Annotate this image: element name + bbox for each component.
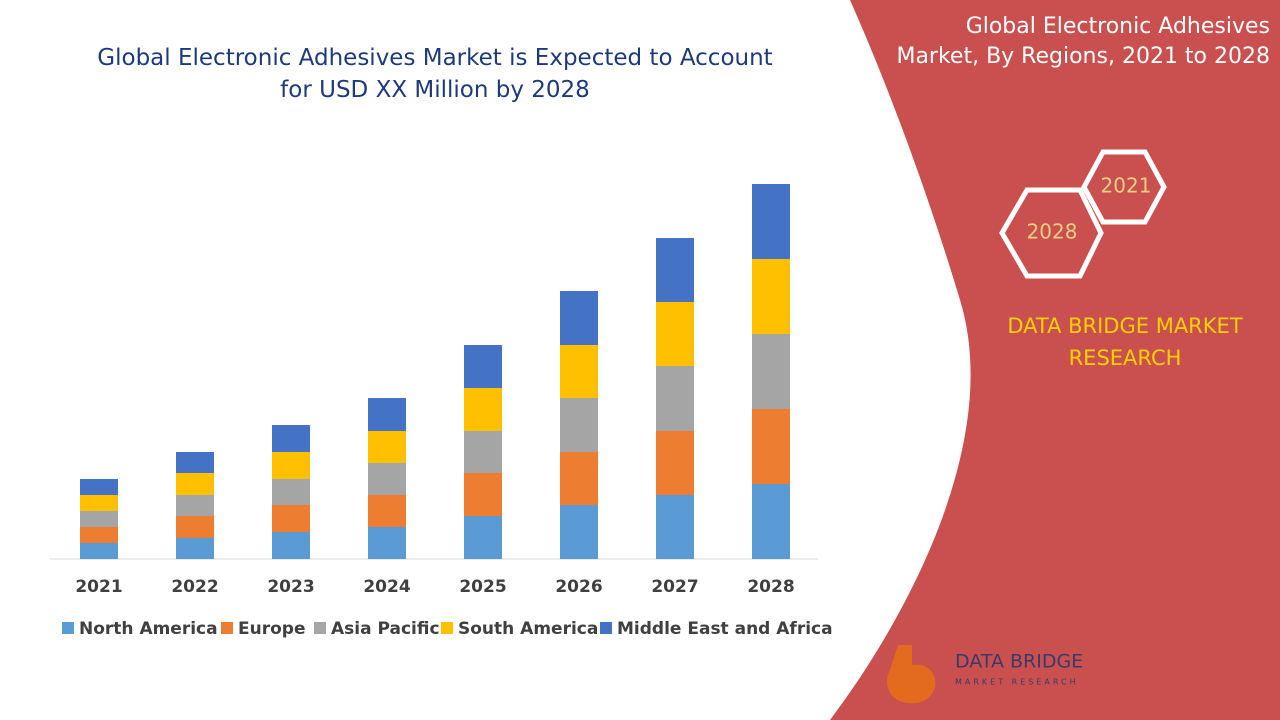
bar-segment — [368, 431, 406, 463]
bar-segment — [80, 479, 118, 495]
bar-segment — [752, 184, 790, 259]
bar-segment — [80, 511, 118, 527]
bar-segment — [272, 479, 310, 505]
side-panel — [830, 0, 1280, 720]
hexagon — [999, 187, 1104, 279]
bar-segment — [80, 543, 118, 559]
bar-segment — [752, 484, 790, 559]
hexagon — [1081, 149, 1167, 225]
bar-segment — [272, 425, 310, 452]
bar-segment — [464, 345, 502, 388]
bar-segment — [752, 334, 790, 409]
bar-segment — [464, 431, 502, 473]
panel-title: Global Electronic Adhesives Market, By R… — [896, 14, 1270, 69]
hex-label: 2021 — [1101, 174, 1152, 198]
bar-segment — [560, 291, 598, 345]
bar-segment — [368, 463, 406, 495]
x-tick-label: 2026 — [555, 577, 602, 597]
brand: DATA BRIDGE MARKET RESEARCH — [1007, 314, 1243, 370]
bar-segment — [176, 452, 214, 473]
bar-segment — [176, 538, 214, 559]
bar-segment — [368, 495, 406, 527]
logo-sub: MARKET RESEARCH — [955, 678, 1079, 687]
bar-segment — [80, 527, 118, 543]
x-tick-label: 2021 — [75, 577, 122, 597]
bar-segment — [560, 452, 598, 505]
legend-label: North America — [79, 619, 218, 639]
logo-name: DATA BRIDGE — [955, 651, 1083, 673]
bar-segment — [752, 259, 790, 334]
legend-label: Europe — [238, 619, 305, 639]
legend-swatch — [221, 622, 233, 634]
legend-label: Middle East and Africa — [617, 619, 833, 639]
bar-segment — [80, 495, 118, 511]
bar-segment — [176, 473, 214, 495]
x-tick-label: 2023 — [267, 577, 314, 597]
logo-icon — [887, 645, 936, 704]
bar-segment — [560, 345, 598, 398]
bar-segment — [272, 452, 310, 479]
bar-segment — [464, 388, 502, 431]
legend-swatch — [441, 622, 453, 634]
chart-title: Global Electronic Adhesives Market is Ex… — [97, 45, 773, 103]
bar-segment — [560, 398, 598, 452]
bar-segment — [464, 516, 502, 559]
hex-label: 2028 — [1027, 220, 1078, 244]
legend-label: Asia Pacific — [331, 619, 440, 639]
bar-segment — [176, 516, 214, 538]
bar-segment — [656, 238, 694, 302]
bar-segment — [368, 527, 406, 559]
bar-segment — [656, 302, 694, 366]
legend-swatch — [314, 622, 326, 634]
legend-swatch — [62, 622, 74, 634]
x-tick-label: 2025 — [459, 577, 506, 597]
bar-segment — [272, 532, 310, 559]
x-tick-label: 2027 — [651, 577, 698, 597]
bar-segment — [560, 505, 598, 559]
bar-segment — [656, 495, 694, 559]
bar-segment — [656, 366, 694, 431]
legend-swatch — [600, 622, 612, 634]
bar-segment — [368, 398, 406, 431]
bar-segment — [272, 505, 310, 532]
x-tick-label: 2022 — [171, 577, 218, 597]
x-tick-label: 2028 — [747, 577, 794, 597]
bar-segment — [656, 431, 694, 495]
legend-label: South America — [458, 619, 598, 639]
bar-segment — [464, 473, 502, 516]
bar-segment — [752, 409, 790, 484]
bar-segment — [176, 495, 214, 516]
x-tick-label: 2024 — [363, 577, 410, 597]
